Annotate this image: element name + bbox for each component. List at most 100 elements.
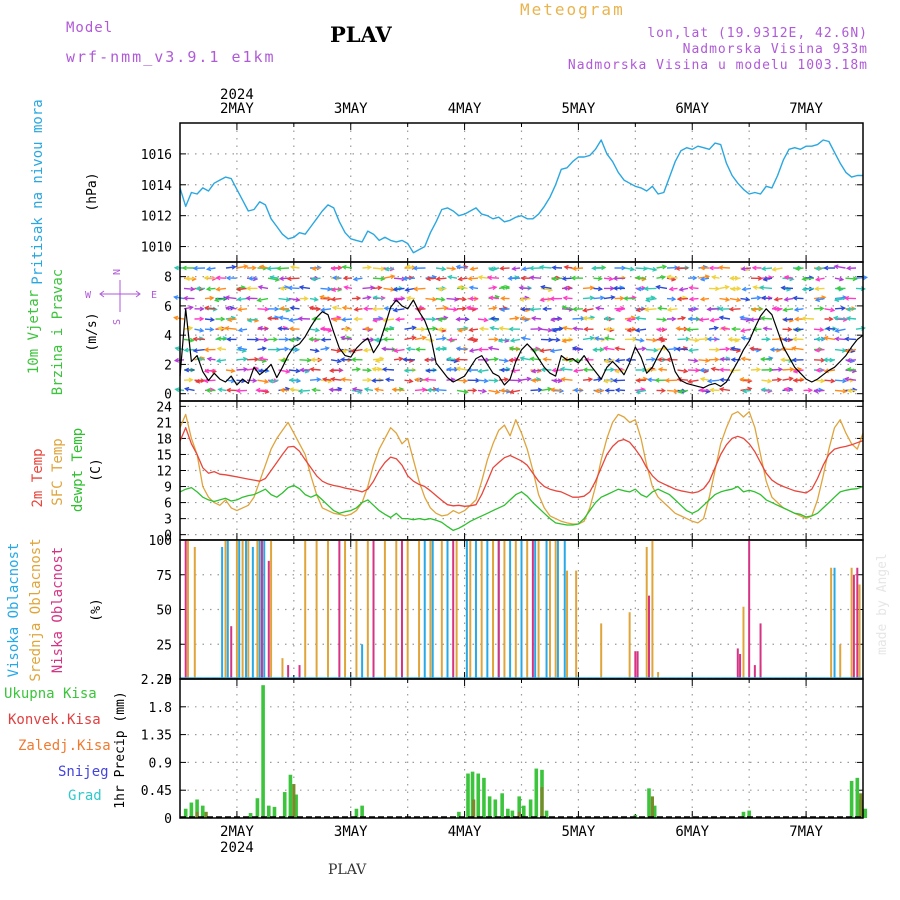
wind-arrow xyxy=(385,267,395,271)
wind-arrow-head xyxy=(656,327,662,333)
wind-arrow xyxy=(761,379,772,383)
total-rain-bar xyxy=(476,773,481,818)
wind-arrow xyxy=(666,297,676,300)
total-rain-bar xyxy=(517,796,522,818)
altitude-info: Nadmorska Visina 933m xyxy=(682,42,868,57)
wind-arrow xyxy=(267,267,279,270)
wind-arrow-head xyxy=(814,286,820,292)
wind-arrow xyxy=(246,379,257,382)
wind-arrow xyxy=(403,277,416,280)
wind-arrow-head xyxy=(263,337,269,343)
wind-arrow-head xyxy=(311,387,317,393)
wind-arrow-head xyxy=(822,357,828,363)
wind-arrow-head xyxy=(317,357,323,363)
wind-arrow-head xyxy=(602,346,609,351)
wind-arrow xyxy=(813,296,826,300)
wind-arrow-head xyxy=(769,347,775,353)
wind-arrow-head xyxy=(183,386,190,392)
wind-arrow-head xyxy=(500,295,506,301)
wind-arrow xyxy=(468,277,479,280)
wind-arrow xyxy=(564,266,573,269)
wind-arrow xyxy=(372,277,385,280)
wind-arrow-head xyxy=(801,316,807,322)
wind-arrow-head xyxy=(751,307,757,312)
cloud-ylabel-1: Visoka Oblacnost xyxy=(6,543,22,678)
wind-arrow xyxy=(815,348,825,352)
wind-arrow-head xyxy=(215,358,222,364)
temp-2m-line xyxy=(179,427,864,507)
total-rain-bar xyxy=(487,796,492,818)
wind-arrow-head xyxy=(819,327,825,333)
wind-arrow xyxy=(753,286,762,290)
wind-arrow xyxy=(341,378,353,381)
wind-arrow xyxy=(342,348,353,352)
wind-arrow xyxy=(320,296,332,300)
total-rain-bar xyxy=(493,799,498,818)
wind-arrow-head xyxy=(510,368,516,374)
wind-arrow-head xyxy=(706,306,712,312)
wind-arrow-head xyxy=(451,266,457,272)
wind-arrow xyxy=(719,266,731,269)
wind-arrow xyxy=(731,287,741,290)
wind-arrow xyxy=(540,338,553,341)
wind-arrow-head xyxy=(572,326,578,332)
wind-arrow-head xyxy=(782,307,788,313)
wind-arrow-head xyxy=(420,326,426,332)
wind-arrow-head xyxy=(278,315,284,321)
wind-arrow xyxy=(802,317,815,320)
wind-arrow-head xyxy=(340,335,346,341)
wind-arrow xyxy=(488,276,500,279)
wind-arrow-head xyxy=(425,276,431,282)
wind-arrow xyxy=(750,368,760,371)
wind-arrow xyxy=(330,359,341,363)
wind-arrow-head xyxy=(303,296,309,302)
wind-arrow xyxy=(772,267,783,271)
wind-arrow xyxy=(551,318,563,321)
total-rain-bar xyxy=(457,811,461,818)
wind-arrow-head xyxy=(330,265,336,271)
wind-arrow xyxy=(656,285,668,290)
wind-arrow xyxy=(331,267,342,270)
wind-arrow xyxy=(719,286,729,290)
wind-arrow-head xyxy=(685,327,691,333)
pressure-panel: 1010 1012 1014 1016 Pritisak na nivou mora (h… xyxy=(30,99,864,285)
wind-arrow-head xyxy=(432,296,438,302)
compass-e: E xyxy=(151,290,157,301)
wind-arrow-head xyxy=(362,347,369,353)
wind-arrow xyxy=(834,297,846,301)
wind-arrow-head xyxy=(823,335,829,341)
wind-arrow xyxy=(469,337,479,341)
panel-border xyxy=(179,678,864,819)
wind-arrow xyxy=(834,307,845,310)
wind-arrow-head xyxy=(518,285,524,291)
wind-arrow xyxy=(762,296,773,300)
wind-arrow-head xyxy=(258,356,264,362)
wind-arrow xyxy=(331,378,342,381)
wind-arrow xyxy=(563,297,573,300)
wind-arrow-head xyxy=(730,286,736,292)
wind-arrow-head xyxy=(220,316,226,322)
wind-arrow-head xyxy=(739,315,745,321)
wind-arrow xyxy=(636,308,647,312)
wind-arrow-head xyxy=(203,347,209,353)
wind-arrow xyxy=(562,338,573,342)
wind-arrow-head xyxy=(551,367,557,373)
wind-arrow-head xyxy=(820,336,827,342)
wind-arrow xyxy=(321,308,332,311)
wind-arrow xyxy=(802,277,815,280)
top-day-label: 4MAY xyxy=(448,101,482,117)
wind-arrow-head xyxy=(629,266,636,272)
wind-arrow xyxy=(426,369,437,372)
wind-arrow-head xyxy=(495,389,501,395)
wind-arrow xyxy=(226,307,237,310)
wind-arrow-head xyxy=(274,306,280,312)
wind-arrow xyxy=(635,267,648,270)
wind-arrow-head xyxy=(551,276,557,282)
wind-arrow xyxy=(183,287,195,291)
model-name: wrf-nmm_v3.9.1 e1km xyxy=(66,48,276,66)
wind-arrow-head xyxy=(762,326,768,332)
wind-arrow-head xyxy=(820,378,826,384)
wind-arrow xyxy=(666,277,676,281)
wind-arrow-head xyxy=(192,265,198,271)
wind-arrow-head xyxy=(592,347,598,353)
